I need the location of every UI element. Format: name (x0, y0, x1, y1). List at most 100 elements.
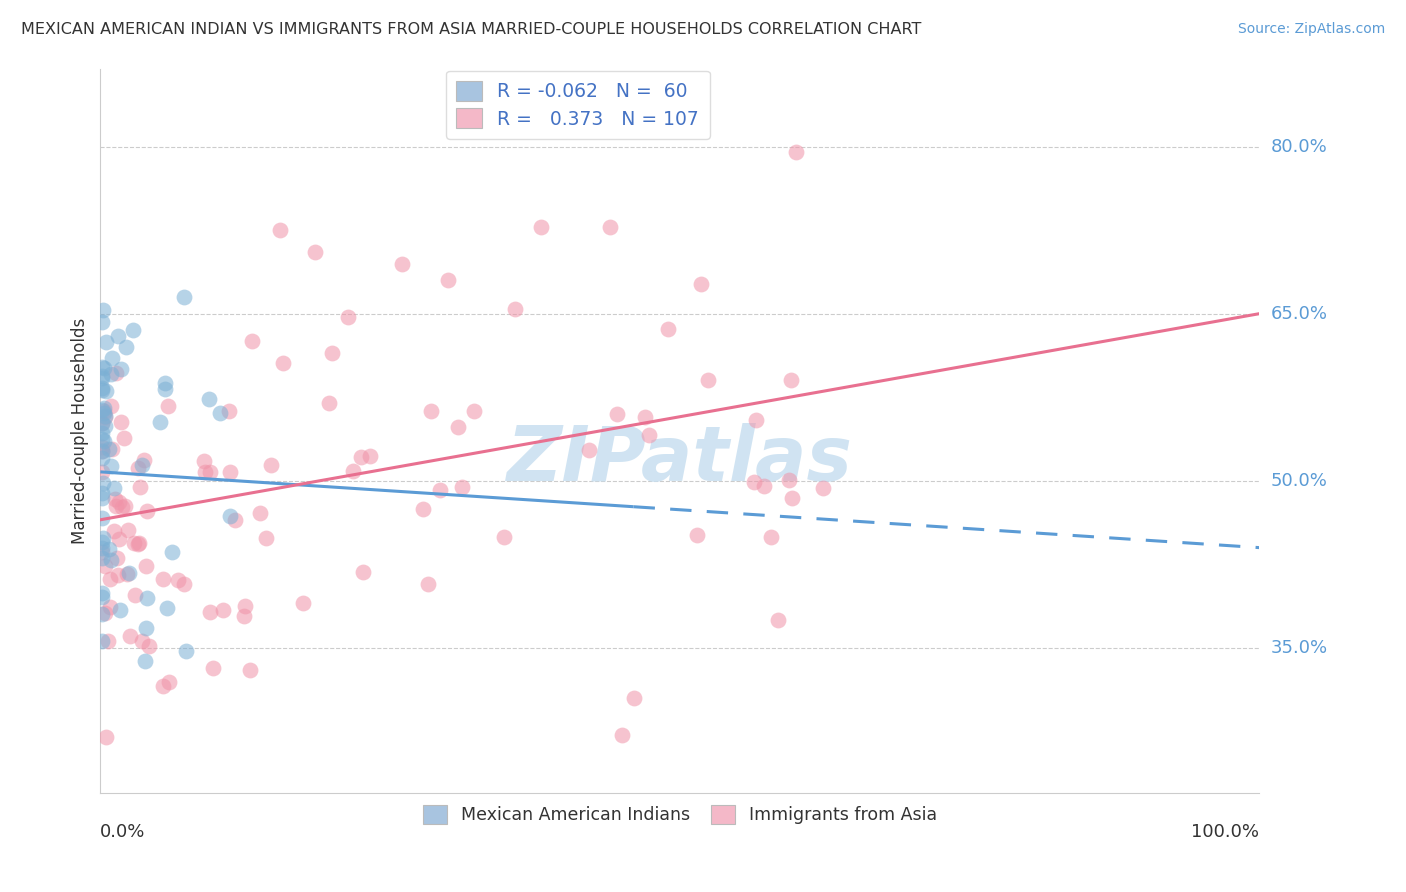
Text: MEXICAN AMERICAN INDIAN VS IMMIGRANTS FROM ASIA MARRIED-COUPLE HOUSEHOLDS CORREL: MEXICAN AMERICAN INDIAN VS IMMIGRANTS FR… (21, 22, 921, 37)
Point (108, 495, 131, 509)
Point (91, 465, 114, 479)
Point (437, 273, 460, 287)
Point (94, 418, 117, 433)
Point (98, 541, 121, 556)
Point (336, 310, 359, 324)
Point (90, 432, 112, 446)
Point (780, 491, 803, 505)
Point (94, 558, 117, 573)
Point (118, 566, 141, 580)
Point (108, 603, 131, 617)
Point (761, 530, 783, 544)
Point (112, 431, 135, 445)
Point (104, 499, 127, 513)
Point (610, 728, 633, 742)
Point (90, 535, 112, 549)
Point (94, 410, 117, 425)
Point (174, 644, 197, 658)
Point (90, 417, 112, 431)
Point (90, 381, 112, 395)
Point (149, 416, 172, 430)
Point (219, 466, 242, 480)
Point (233, 608, 256, 623)
Point (132, 453, 155, 467)
Point (690, 277, 713, 291)
Point (785, 145, 807, 160)
Point (90, 316, 112, 330)
Point (91, 476, 114, 491)
Point (779, 373, 801, 387)
Point (768, 613, 790, 627)
Legend: Mexican American Indians, Immigrants from Asia: Mexican American Indians, Immigrants fro… (416, 798, 943, 831)
Point (120, 629, 142, 643)
Point (219, 508, 242, 523)
Point (271, 356, 294, 370)
Point (114, 500, 136, 514)
Point (131, 633, 153, 648)
Point (110, 362, 132, 376)
Point (93, 531, 115, 545)
Point (90, 485, 112, 500)
Point (103, 524, 125, 538)
Point (157, 675, 180, 690)
Point (173, 290, 195, 304)
Point (135, 558, 157, 573)
Point (91, 551, 114, 566)
Point (90, 359, 112, 374)
Point (198, 465, 221, 479)
Point (754, 479, 776, 493)
Point (156, 601, 179, 615)
Point (122, 536, 145, 550)
Point (153, 382, 176, 396)
Point (103, 481, 125, 495)
Point (420, 403, 443, 417)
Point (530, 219, 553, 234)
Point (418, 577, 440, 591)
Point (117, 566, 139, 581)
Point (100, 368, 122, 382)
Point (91, 425, 114, 440)
Y-axis label: Married-couple Households: Married-couple Households (72, 318, 89, 544)
Point (107, 568, 129, 582)
Point (90, 633, 112, 648)
Point (136, 504, 159, 518)
Point (124, 588, 146, 602)
Point (637, 427, 659, 442)
Point (93, 404, 115, 418)
Point (131, 458, 153, 472)
Point (578, 442, 600, 457)
Point (93, 434, 115, 448)
Point (503, 301, 526, 316)
Point (321, 346, 343, 360)
Point (90, 491, 112, 506)
Point (111, 500, 134, 514)
Point (117, 523, 139, 537)
Point (91, 440, 114, 454)
Point (90, 369, 112, 384)
Point (605, 407, 627, 421)
Point (93, 360, 115, 375)
Point (359, 450, 381, 464)
Point (342, 464, 364, 478)
Point (304, 245, 326, 260)
Point (93, 302, 115, 317)
Point (90, 383, 112, 397)
Point (105, 366, 128, 380)
Point (657, 322, 679, 336)
Point (90, 545, 112, 559)
Point (412, 501, 434, 516)
Point (198, 392, 221, 406)
Point (90, 591, 112, 605)
Point (742, 475, 765, 490)
Point (745, 413, 768, 427)
Point (98, 572, 121, 586)
Point (193, 454, 215, 468)
Point (696, 373, 718, 387)
Point (269, 223, 291, 237)
Point (292, 596, 315, 610)
Point (93, 606, 115, 620)
Point (494, 530, 516, 544)
Point (152, 679, 174, 693)
Point (352, 565, 374, 579)
Point (135, 621, 157, 635)
